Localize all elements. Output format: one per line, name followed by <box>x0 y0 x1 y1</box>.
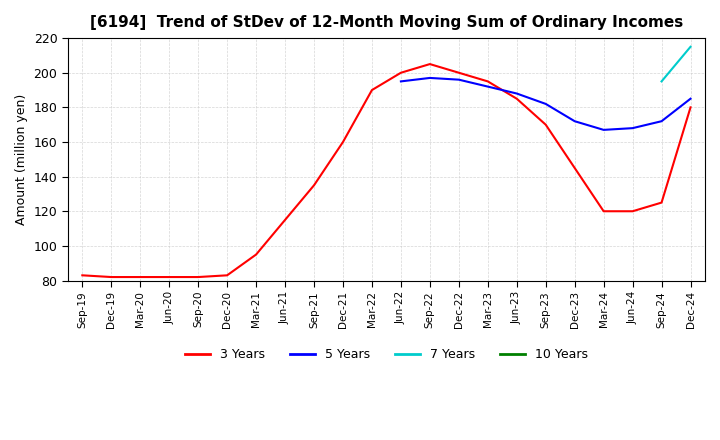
3 Years <box>541 122 550 127</box>
3 Years <box>222 273 231 278</box>
3 Years <box>165 275 174 280</box>
3 Years <box>599 209 608 214</box>
5 Years <box>570 118 579 124</box>
5 Years <box>599 127 608 132</box>
3 Years <box>686 105 695 110</box>
Line: 7 Years: 7 Years <box>662 47 690 81</box>
3 Years <box>483 79 492 84</box>
5 Years <box>629 125 637 131</box>
3 Years <box>570 165 579 171</box>
3 Years <box>368 88 377 93</box>
3 Years <box>629 209 637 214</box>
3 Years <box>513 96 521 101</box>
5 Years <box>513 91 521 96</box>
3 Years <box>281 217 289 223</box>
3 Years <box>310 183 318 188</box>
Y-axis label: Amount (million yen): Amount (million yen) <box>15 94 28 225</box>
3 Years <box>107 275 116 280</box>
Line: 3 Years: 3 Years <box>82 64 690 277</box>
3 Years <box>657 200 666 205</box>
7 Years <box>657 79 666 84</box>
3 Years <box>136 275 145 280</box>
5 Years <box>541 101 550 106</box>
5 Years <box>397 79 405 84</box>
5 Years <box>657 118 666 124</box>
5 Years <box>686 96 695 101</box>
3 Years <box>397 70 405 75</box>
7 Years <box>686 44 695 49</box>
Title: [6194]  Trend of StDev of 12-Month Moving Sum of Ordinary Incomes: [6194] Trend of StDev of 12-Month Moving… <box>90 15 683 30</box>
5 Years <box>454 77 463 82</box>
3 Years <box>454 70 463 75</box>
3 Years <box>194 275 202 280</box>
Line: 5 Years: 5 Years <box>401 78 690 130</box>
5 Years <box>426 75 434 81</box>
3 Years <box>338 139 347 145</box>
3 Years <box>426 62 434 67</box>
Legend: 3 Years, 5 Years, 7 Years, 10 Years: 3 Years, 5 Years, 7 Years, 10 Years <box>180 343 593 367</box>
3 Years <box>252 252 261 257</box>
5 Years <box>483 84 492 89</box>
3 Years <box>78 273 86 278</box>
